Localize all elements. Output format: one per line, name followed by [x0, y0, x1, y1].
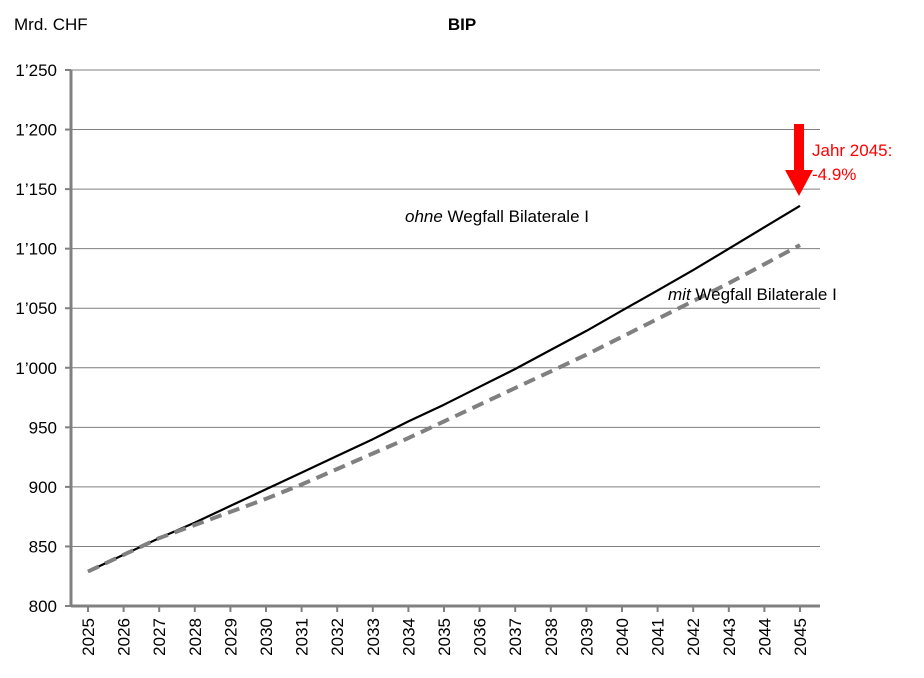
- y-tick-label: 1’100: [15, 240, 57, 259]
- x-tick-label: 2039: [577, 618, 596, 656]
- series-label-mit-suffix: Wegfall Bilaterale I: [691, 285, 837, 304]
- x-tick-label: 2029: [221, 618, 240, 656]
- down-arrow-icon: [785, 124, 813, 196]
- series-line-mit: [87, 243, 801, 574]
- series-label-mit: mit Wegfall Bilaterale I: [668, 285, 837, 304]
- series-label-ohne-prefix: ohne: [405, 207, 443, 226]
- x-tick-label: 2044: [755, 618, 774, 656]
- x-tick-label: 2045: [791, 618, 810, 656]
- x-tick-label: 2035: [435, 618, 454, 656]
- y-tick-label: 1’200: [15, 121, 57, 140]
- y-tick-label: 900: [29, 478, 57, 497]
- series-line-ohne: [87, 204, 801, 573]
- series-lines: [87, 204, 801, 574]
- gridlines: [71, 69, 820, 547]
- x-tick-label: 2028: [186, 618, 205, 656]
- y-tick-label: 1’050: [15, 299, 57, 318]
- x-tick-label: 2041: [649, 618, 668, 656]
- series-label-mit-prefix: mit: [668, 285, 692, 304]
- x-tick-label: 2031: [293, 618, 312, 656]
- y-tick-label: 950: [29, 418, 57, 437]
- x-tick-label: 2034: [399, 618, 418, 656]
- x-tick-label: 2030: [257, 618, 276, 656]
- chart-title: BIP: [448, 15, 476, 34]
- x-tick-label: 2040: [613, 618, 632, 656]
- series-label-ohne: ohne Wegfall Bilaterale I: [405, 207, 589, 226]
- x-tick-label: 2036: [471, 618, 490, 656]
- x-tick-label: 2038: [542, 618, 561, 656]
- y-axis-ticks: 800 850 900 950 1’000 1’050 1’100 1’150 1’200 1’2…: [15, 61, 71, 616]
- x-tick-label: 2042: [684, 618, 703, 656]
- series-label-ohne-suffix: Wegfall Bilaterale I: [443, 207, 589, 226]
- x-tick-label: 2037: [506, 618, 525, 656]
- y-tick-label: 1’000: [15, 359, 57, 378]
- y-axis-unit: Mrd. CHF: [14, 15, 88, 34]
- annotation-year: Jahr 2045:: [812, 141, 892, 160]
- y-tick-label: 800: [29, 597, 57, 616]
- x-tick-label: 2043: [720, 618, 739, 656]
- x-tick-label: 2032: [328, 618, 347, 656]
- x-tick-label: 2027: [150, 618, 169, 656]
- x-tick-label: 2033: [364, 618, 383, 656]
- y-tick-label: 850: [29, 537, 57, 556]
- annotation-change: -4.9%: [812, 165, 856, 184]
- y-tick-label: 1’150: [15, 180, 57, 199]
- y-tick-label: 1’250: [15, 61, 57, 80]
- x-tick-label: 2026: [115, 618, 134, 656]
- x-axis-ticks: 2025 2026 2027 2028 2029 2030 2031 2032 2033 2034…: [79, 606, 810, 656]
- x-tick-label: 2025: [79, 618, 98, 656]
